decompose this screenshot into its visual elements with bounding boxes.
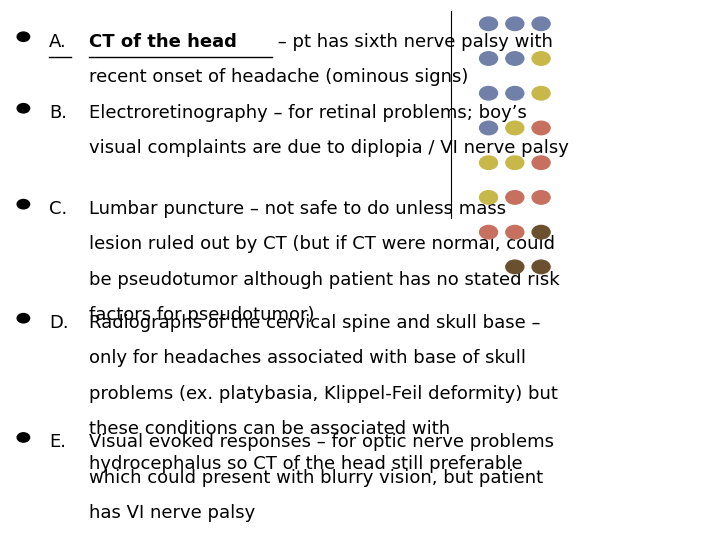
Circle shape <box>17 32 30 42</box>
Circle shape <box>532 225 550 239</box>
Circle shape <box>506 52 524 65</box>
Text: Lumbar puncture – not safe to do unless mass: Lumbar puncture – not safe to do unless … <box>89 200 506 218</box>
Circle shape <box>480 191 498 204</box>
Circle shape <box>480 225 498 239</box>
Text: Radiographs of the cervical spine and skull base –: Radiographs of the cervical spine and sk… <box>89 314 541 332</box>
Text: A.: A. <box>49 32 67 51</box>
Circle shape <box>532 191 550 204</box>
Text: only for headaches associated with base of skull: only for headaches associated with base … <box>89 349 526 367</box>
Text: C.: C. <box>49 200 67 218</box>
Circle shape <box>506 225 524 239</box>
Circle shape <box>506 156 524 170</box>
Text: recent onset of headache (ominous signs): recent onset of headache (ominous signs) <box>89 68 469 86</box>
Circle shape <box>480 156 498 170</box>
Circle shape <box>506 17 524 30</box>
Circle shape <box>17 433 30 442</box>
Circle shape <box>532 52 550 65</box>
Circle shape <box>480 86 498 100</box>
Text: CT of the head: CT of the head <box>89 32 237 51</box>
Text: which could present with blurry vision, but patient: which could present with blurry vision, … <box>89 469 543 487</box>
Circle shape <box>506 260 524 274</box>
Circle shape <box>480 52 498 65</box>
Circle shape <box>532 260 550 274</box>
Text: visual complaints are due to diplopia / VI nerve palsy: visual complaints are due to diplopia / … <box>89 139 569 157</box>
Text: E.: E. <box>49 433 66 451</box>
Circle shape <box>532 121 550 134</box>
Circle shape <box>532 156 550 170</box>
Text: Electroretinography – for retinal problems; boy’s: Electroretinography – for retinal proble… <box>89 104 527 122</box>
Text: has VI nerve palsy: has VI nerve palsy <box>89 504 256 522</box>
Text: factors for pseudotumor): factors for pseudotumor) <box>89 306 315 324</box>
Circle shape <box>17 199 30 209</box>
Text: D.: D. <box>49 314 68 332</box>
Text: hydrocephalus so CT of the head still preferable: hydrocephalus so CT of the head still pr… <box>89 455 523 473</box>
Circle shape <box>506 121 524 134</box>
Circle shape <box>532 86 550 100</box>
Text: these conditions can be associated with: these conditions can be associated with <box>89 420 450 438</box>
Circle shape <box>506 191 524 204</box>
Text: – pt has sixth nerve palsy with: – pt has sixth nerve palsy with <box>272 32 553 51</box>
Text: lesion ruled out by CT (but if CT were normal, could: lesion ruled out by CT (but if CT were n… <box>89 235 555 253</box>
Circle shape <box>17 104 30 113</box>
Text: B.: B. <box>49 104 67 122</box>
Text: be pseudotumor although patient has no stated risk: be pseudotumor although patient has no s… <box>89 271 559 288</box>
Circle shape <box>506 86 524 100</box>
Text: problems (ex. platybasia, Klippel-Feil deformity) but: problems (ex. platybasia, Klippel-Feil d… <box>89 384 558 402</box>
Circle shape <box>480 121 498 134</box>
Text: Visual evoked responses – for optic nerve problems: Visual evoked responses – for optic nerv… <box>89 433 554 451</box>
Circle shape <box>480 17 498 30</box>
Circle shape <box>532 17 550 30</box>
Circle shape <box>17 314 30 323</box>
